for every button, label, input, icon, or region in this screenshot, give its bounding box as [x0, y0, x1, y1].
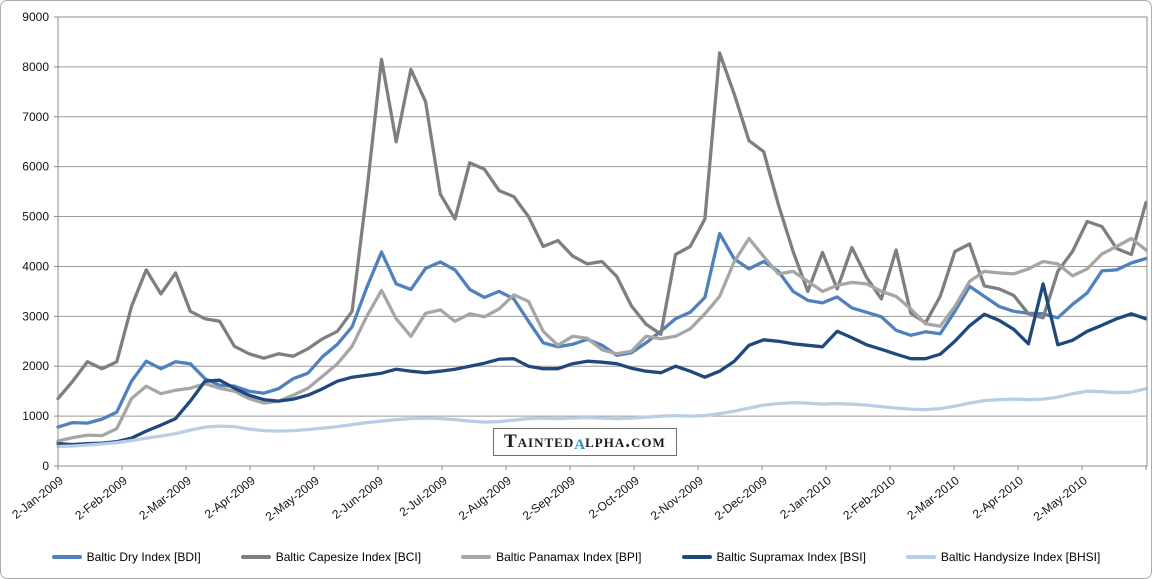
legend-label: Baltic Panamax Index [BPI] — [496, 550, 642, 564]
x-tick-label: 2-Jan-2009 — [9, 473, 66, 522]
x-tick-label: 2-Mar-2009 — [136, 473, 194, 522]
watermark-prefix: Tainted — [504, 431, 575, 452]
watermark-suffix: lpha.com — [585, 431, 666, 452]
y-tick-label: 3000 — [22, 309, 49, 323]
x-tick-label: 2-Sep-2009 — [520, 473, 578, 523]
x-tick-label: 2-Jun-2009 — [329, 473, 386, 522]
data-series-lines — [56, 51, 1148, 449]
x-tick-label: 2-May-2010 — [1031, 473, 1090, 524]
x-tick-label: 2-Mar-2010 — [904, 473, 962, 522]
y-tick-label: 8000 — [22, 60, 49, 74]
legend-label: Baltic Capesize Index [BCI] — [275, 550, 422, 564]
legend-line-swatch — [461, 555, 492, 559]
legend-item: Baltic Capesize Index [BCI] — [240, 550, 422, 564]
y-tick-label: 4000 — [22, 259, 49, 273]
x-tick-label: 2-Feb-2009 — [72, 473, 130, 522]
legend-line-swatch — [681, 555, 712, 559]
legend-label: Baltic Supramax Index [BSI] — [716, 550, 866, 564]
legend-item: Baltic Handysize Index [BHSI] — [905, 550, 1101, 564]
y-tick-label: 1000 — [22, 409, 49, 423]
x-tick-label: 2-Oct-2009 — [586, 473, 642, 521]
x-tick-label: 2-Jan-2010 — [777, 473, 834, 522]
axis-ticks — [54, 16, 1147, 470]
x-tick-label: 2-Jul-2009 — [397, 473, 451, 519]
x-tick-label: 2-Apr-2010 — [970, 473, 1026, 521]
series-line — [56, 236, 1148, 443]
x-axis-labels: 2-Jan-2009 2-Feb-2009 2-Mar-2009 2-Apr-2009… — [9, 473, 1090, 524]
watermark-alpha-glyph: α — [574, 430, 586, 454]
legend-line-swatch — [905, 555, 936, 559]
y-tick-label: 6000 — [22, 160, 49, 174]
gridlines — [58, 16, 1147, 417]
x-tick-label: 2-Dec-2009 — [712, 473, 770, 523]
x-tick-label: 2-Apr-2009 — [202, 473, 258, 521]
series-line — [56, 51, 1148, 401]
y-tick-label: 5000 — [22, 210, 49, 224]
legend-label: Baltic Handysize Index [BHSI] — [940, 550, 1101, 564]
legend-line-swatch — [240, 555, 271, 559]
legend-line-swatch — [51, 555, 82, 559]
series-line — [56, 387, 1148, 449]
legend-item: Baltic Supramax Index [BSI] — [681, 550, 866, 564]
watermark: Tainted α lpha.com — [493, 428, 677, 456]
legend-item: Baltic Panamax Index [BPI] — [461, 550, 642, 564]
x-tick-label: 2-Nov-2009 — [648, 473, 706, 523]
legend: Baltic Dry Index [BDI] Baltic Capesize In… — [1, 542, 1151, 572]
x-tick-label: 2-May-2009 — [263, 473, 322, 524]
x-tick-label: 2-Feb-2010 — [840, 473, 898, 522]
legend-label: Baltic Dry Index [BDI] — [86, 550, 201, 564]
series-line — [56, 282, 1148, 447]
y-tick-label: 9000 — [22, 10, 49, 24]
y-tick-label: 7000 — [22, 110, 49, 124]
series-line — [56, 231, 1148, 429]
y-tick-label: 2000 — [22, 359, 49, 373]
y-axis-labels: 0 1000 2000 3000 4000 5000 6000 7000 8000 9000 — [22, 10, 49, 473]
x-tick-label: 2-Aug-2009 — [456, 473, 514, 523]
legend-item: Baltic Dry Index [BDI] — [51, 550, 201, 564]
plot-area-border — [57, 16, 1148, 467]
y-tick-label: 0 — [42, 459, 49, 473]
